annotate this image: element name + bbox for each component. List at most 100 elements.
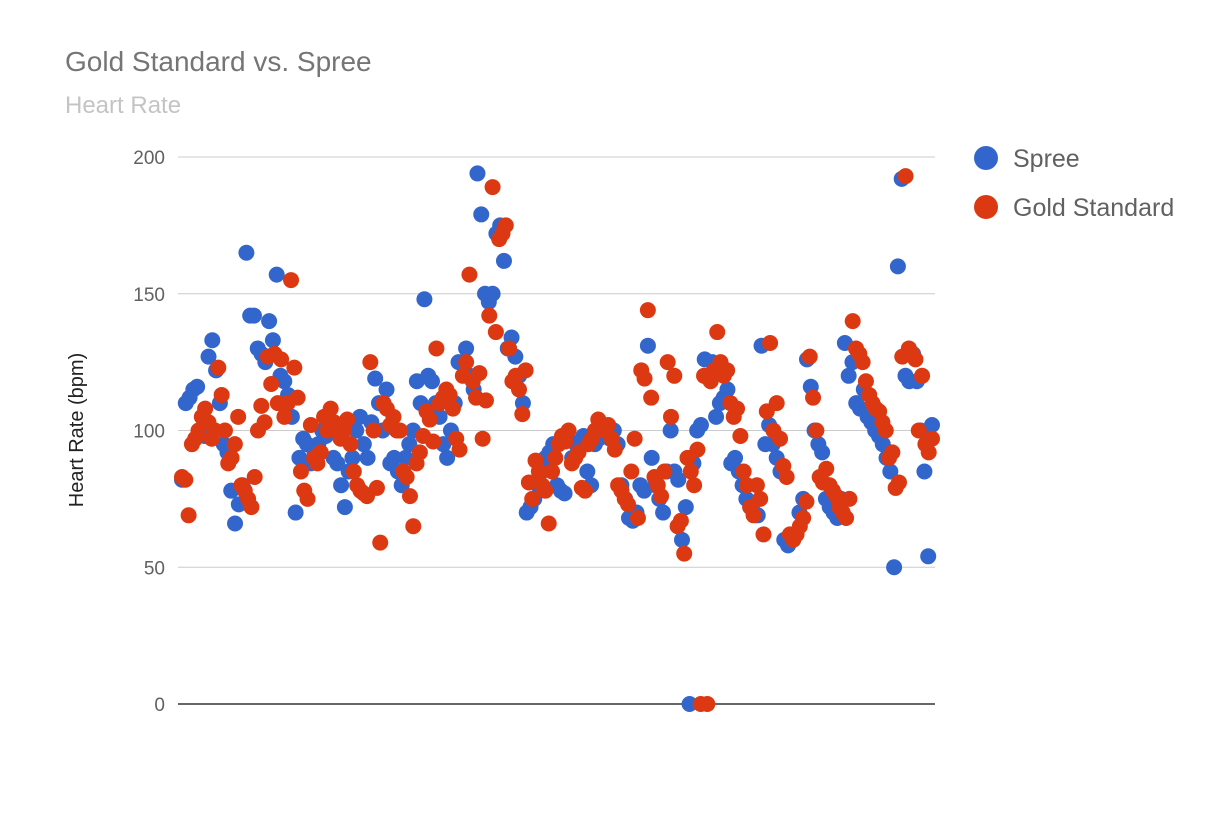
data-point-gold-standard[interactable] [629, 510, 646, 527]
data-point-gold-standard[interactable] [428, 340, 445, 357]
data-point-spree[interactable] [227, 515, 244, 532]
data-point-gold-standard[interactable] [643, 389, 660, 406]
data-point-gold-standard[interactable] [672, 512, 689, 529]
data-point-spree[interactable] [204, 332, 221, 349]
legend-item-gold-standard[interactable]: Gold Standard [974, 194, 1174, 222]
data-point-spree[interactable] [348, 422, 365, 439]
data-point-gold-standard[interactable] [197, 400, 214, 417]
data-point-spree[interactable] [329, 455, 346, 472]
data-point-gold-standard[interactable] [362, 354, 379, 371]
data-point-gold-standard[interactable] [501, 340, 518, 357]
data-point-gold-standard[interactable] [444, 400, 461, 417]
data-point-gold-standard[interactable] [752, 490, 769, 507]
data-point-spree[interactable] [882, 463, 899, 480]
data-point-gold-standard[interactable] [368, 479, 385, 496]
data-point-gold-standard[interactable] [719, 362, 736, 379]
data-point-gold-standard[interactable] [312, 444, 329, 461]
data-point-gold-standard[interactable] [653, 488, 670, 505]
data-point-spree[interactable] [473, 206, 490, 223]
data-point-spree[interactable] [719, 381, 736, 398]
data-point-spree[interactable] [920, 548, 937, 565]
data-point-gold-standard[interactable] [854, 354, 871, 371]
data-point-gold-standard[interactable] [243, 499, 260, 516]
data-point-spree[interactable] [643, 449, 660, 466]
data-point-spree[interactable] [484, 285, 501, 302]
data-point-gold-standard[interactable] [511, 381, 528, 398]
data-point-gold-standard[interactable] [213, 386, 230, 403]
data-point-gold-standard[interactable] [216, 422, 233, 439]
data-point-spree[interactable] [639, 337, 656, 354]
data-point-gold-standard[interactable] [322, 400, 339, 417]
data-point-gold-standard[interactable] [838, 510, 855, 527]
data-point-spree[interactable] [424, 373, 440, 390]
data-point-gold-standard[interactable] [537, 482, 554, 499]
data-point-gold-standard[interactable] [686, 477, 703, 494]
data-point-gold-standard[interactable] [392, 422, 409, 439]
data-point-gold-standard[interactable] [748, 477, 765, 494]
data-point-spree[interactable] [333, 477, 350, 494]
data-point-gold-standard[interactable] [481, 307, 498, 324]
data-point-gold-standard[interactable] [253, 397, 270, 414]
data-point-gold-standard[interactable] [606, 441, 623, 458]
data-point-gold-standard[interactable] [547, 449, 564, 466]
data-point-spree[interactable] [287, 504, 304, 521]
data-point-gold-standard[interactable] [401, 488, 418, 505]
data-point-gold-standard[interactable] [451, 441, 468, 458]
data-point-spree[interactable] [359, 449, 376, 466]
data-point-gold-standard[interactable] [520, 474, 537, 491]
data-point-spree[interactable] [556, 485, 573, 502]
data-point-gold-standard[interactable] [487, 324, 504, 341]
data-point-gold-standard[interactable] [808, 422, 825, 439]
data-point-gold-standard[interactable] [560, 422, 577, 439]
data-point-gold-standard[interactable] [345, 463, 362, 480]
data-point-spree[interactable] [245, 307, 262, 324]
data-point-spree[interactable] [670, 471, 687, 488]
data-point-spree[interactable] [662, 422, 679, 439]
data-point-spree[interactable] [692, 417, 709, 434]
data-point-gold-standard[interactable] [365, 422, 382, 439]
data-point-gold-standard[interactable] [484, 179, 501, 196]
data-point-gold-standard[interactable] [666, 367, 683, 384]
data-point-gold-standard[interactable] [471, 365, 488, 382]
data-point-gold-standard[interactable] [600, 417, 617, 434]
legend-item-spree[interactable]: Spree [974, 145, 1080, 173]
data-point-gold-standard[interactable] [302, 417, 319, 434]
data-point-spree[interactable] [189, 378, 206, 395]
data-point-gold-standard[interactable] [755, 526, 772, 543]
data-point-gold-standard[interactable] [474, 430, 491, 447]
data-point-gold-standard[interactable] [689, 441, 706, 458]
data-point-spree[interactable] [674, 531, 690, 548]
data-point-spree[interactable] [200, 348, 217, 365]
data-point-gold-standard[interactable] [623, 463, 640, 480]
data-point-spree[interactable] [495, 252, 512, 269]
data-point-spree[interactable] [677, 499, 694, 516]
data-point-spree[interactable] [708, 408, 725, 425]
data-point-gold-standard[interactable] [890, 474, 907, 491]
data-point-gold-standard[interactable] [841, 490, 858, 507]
data-point-gold-standard[interactable] [230, 408, 247, 425]
data-point-gold-standard[interactable] [458, 354, 475, 371]
data-point-gold-standard[interactable] [745, 507, 762, 524]
data-point-gold-standard[interactable] [398, 468, 415, 485]
data-point-gold-standard[interactable] [286, 359, 303, 376]
data-point-gold-standard[interactable] [920, 444, 937, 461]
data-point-gold-standard[interactable] [210, 359, 227, 376]
data-point-spree[interactable] [344, 449, 361, 466]
data-point-gold-standard[interactable] [924, 430, 940, 447]
data-point-gold-standard[interactable] [676, 545, 693, 562]
data-point-gold-standard[interactable] [283, 272, 300, 289]
data-point-spree[interactable] [681, 696, 698, 712]
data-point-gold-standard[interactable] [662, 408, 679, 425]
data-point-gold-standard[interactable] [411, 444, 428, 461]
data-point-gold-standard[interactable] [477, 392, 494, 409]
data-point-gold-standard[interactable] [778, 468, 795, 485]
data-point-gold-standard[interactable] [441, 386, 458, 403]
data-point-gold-standard[interactable] [177, 471, 194, 488]
data-point-gold-standard[interactable] [884, 444, 901, 461]
data-point-spree[interactable] [814, 444, 831, 461]
data-point-gold-standard[interactable] [699, 696, 716, 712]
data-point-spree[interactable] [889, 258, 906, 275]
data-point-gold-standard[interactable] [223, 449, 240, 466]
data-point-gold-standard[interactable] [768, 395, 785, 412]
data-point-gold-standard[interactable] [877, 422, 894, 439]
